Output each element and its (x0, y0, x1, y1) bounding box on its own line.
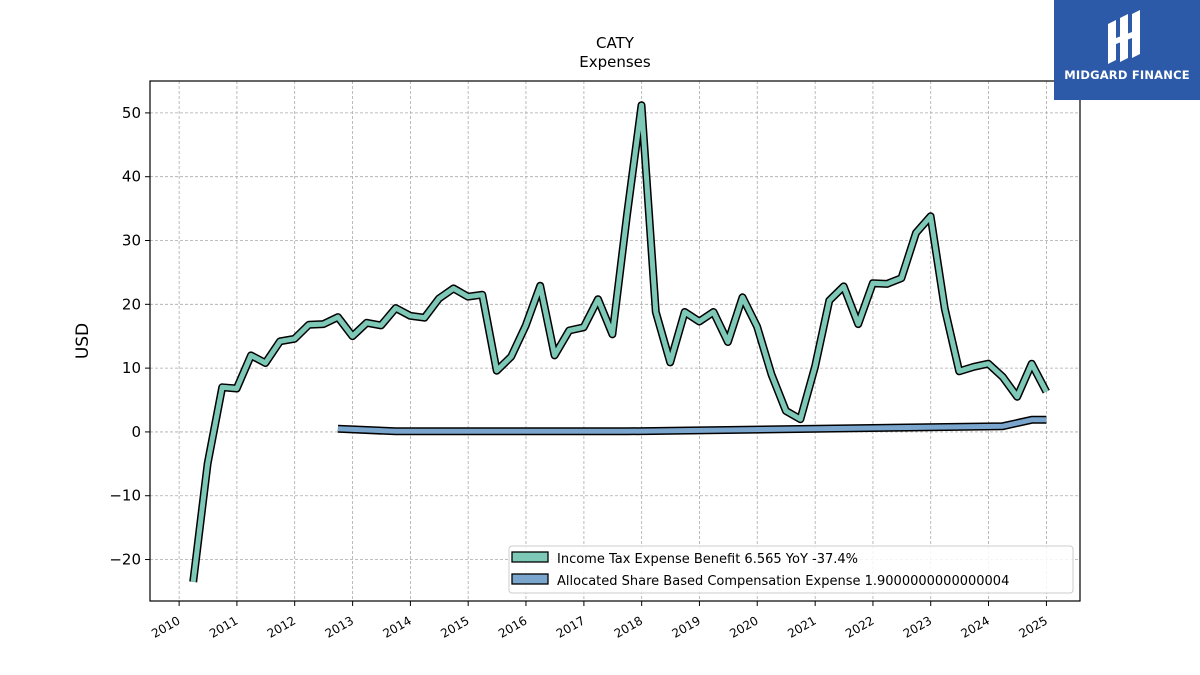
x-tick-label: 2022 (843, 613, 876, 640)
y-tick-label: 30 (122, 232, 141, 250)
y-tick-label: 40 (122, 168, 141, 186)
y-tick-label: 50 (122, 104, 141, 122)
x-tick-label: 2012 (265, 613, 298, 640)
x-tick-label: 2018 (612, 613, 645, 640)
y-tick-label: −20 (109, 551, 141, 569)
x-tick-label: 2014 (380, 613, 413, 640)
x-tick-label: 2017 (554, 613, 587, 640)
legend-box (508, 545, 1074, 594)
plot-frame (149, 80, 1081, 602)
x-tick-label: 2019 (669, 613, 702, 640)
legend-swatch-share-comp (511, 573, 549, 585)
legend: Income Tax Expense Benefit 6.565 YoY -37… (508, 545, 1074, 594)
share-comp-series-line (337, 417, 1047, 434)
series-lines (189, 101, 1050, 583)
x-tick-label: 2023 (901, 613, 934, 640)
x-tick-label: 2025 (1016, 613, 1049, 640)
chart-subtitle: Expenses (579, 53, 651, 71)
legend-label-share-comp: Allocated Share Based Compensation Expen… (557, 574, 1009, 589)
y-tick-label: 0 (131, 423, 141, 441)
x-tick-label: 2015 (438, 613, 471, 640)
logo-text: MIDGARD FINANCE (1064, 68, 1190, 82)
y-tick-label: 10 (122, 359, 141, 377)
legend-swatch-income-tax (511, 551, 549, 563)
income-tax-series-line (190, 102, 1049, 583)
x-tick-label: 2010 (149, 613, 182, 640)
y-axis-label: USD (73, 323, 93, 359)
x-tick-label: 2024 (959, 613, 992, 640)
x-tick-label: 2020 (727, 613, 760, 640)
y-tick-label: −10 (109, 487, 141, 505)
grid (150, 81, 1080, 601)
legend-label-income-tax: Income Tax Expense Benefit 6.565 YoY -37… (557, 552, 858, 567)
y-tick-label: 20 (122, 295, 141, 313)
x-tick-label: 2011 (207, 613, 240, 640)
x-tick-label: 2016 (496, 613, 529, 640)
logo-mark-icon (1108, 10, 1140, 64)
x-tick-label: 2021 (785, 613, 818, 640)
midgard-finance-logo: MIDGARD FINANCE (1054, 0, 1200, 100)
x-axis: 2010 2011 2012 2013 2014 2015 2016 2017 2018 2019… (149, 601, 1050, 641)
y-axis: 50 40 30 20 10 0 −10 −20 (109, 104, 150, 569)
x-tick-label: 2013 (323, 613, 356, 640)
chart-title: CATY (596, 34, 635, 52)
